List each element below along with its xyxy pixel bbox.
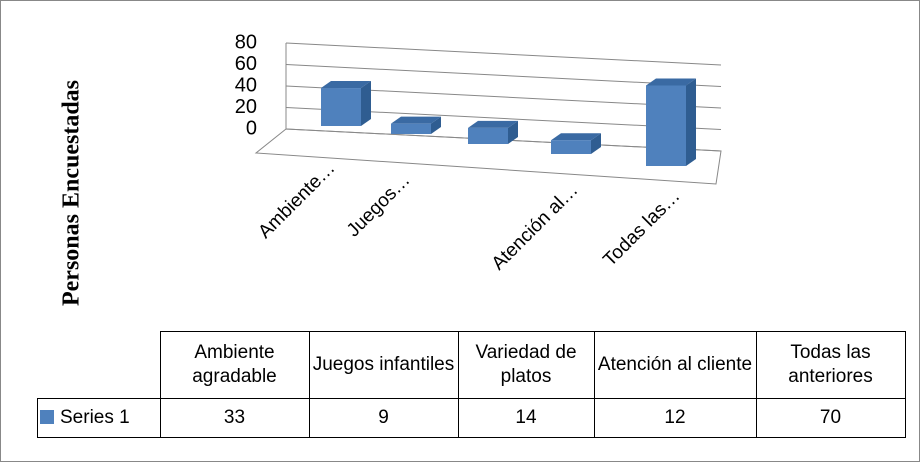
y-axis-title: Personas Encuestadas: [59, 80, 85, 306]
bar: [321, 81, 371, 126]
x-tick-label: Juegos…: [343, 170, 415, 242]
bar-top: [551, 133, 601, 141]
x-tick-label: Todas las…: [599, 186, 684, 271]
bar: [551, 133, 601, 154]
category-header: Variedad de platos: [457, 331, 595, 399]
x-tick-label: Ambiente…: [254, 158, 339, 243]
bar-top: [321, 81, 371, 89]
y-tick-label: 80: [235, 31, 257, 53]
bar-front: [468, 127, 508, 144]
bar-top: [468, 120, 518, 128]
bar-front: [646, 85, 686, 166]
category-header: Atención al cliente: [593, 331, 757, 399]
value-cell: 14: [457, 398, 595, 438]
bar-side: [431, 116, 441, 134]
bar-top: [391, 116, 441, 124]
legend-label: Series 1: [60, 407, 130, 428]
bar-front: [551, 140, 591, 154]
y-tick-label: 40: [235, 74, 257, 96]
y-tick-label: 0: [246, 117, 257, 139]
category-header: Ambiente agradable: [159, 331, 310, 399]
bar-top: [646, 78, 696, 86]
x-tick-label: Atención al…: [488, 180, 583, 275]
legend-key: [40, 410, 54, 424]
bar-side: [686, 78, 696, 166]
bar-front: [321, 88, 361, 126]
category-header: Juegos infantiles: [308, 331, 459, 399]
bar-side: [591, 133, 601, 154]
y-tick-label: 60: [235, 53, 257, 75]
y-tick-label: 20: [235, 96, 257, 118]
bar: [468, 120, 518, 144]
grid-line: [285, 64, 722, 87]
bar: [391, 116, 441, 134]
value-cell: 12: [593, 398, 757, 438]
category-header: Todas las anteriores: [755, 331, 906, 399]
bar-side: [508, 120, 518, 144]
value-cell: 33: [159, 398, 310, 438]
grid-line: [285, 42, 722, 66]
value-cell: 9: [308, 398, 459, 438]
data-table: Ambiente agradable Juegos infantiles Varie…: [37, 331, 906, 438]
blank-cell: [38, 332, 161, 399]
value-cell: 70: [755, 398, 906, 438]
bar: [646, 78, 696, 166]
bar-front: [391, 123, 431, 134]
legend-cell: Series 1: [37, 398, 161, 438]
bar-side: [361, 81, 371, 126]
